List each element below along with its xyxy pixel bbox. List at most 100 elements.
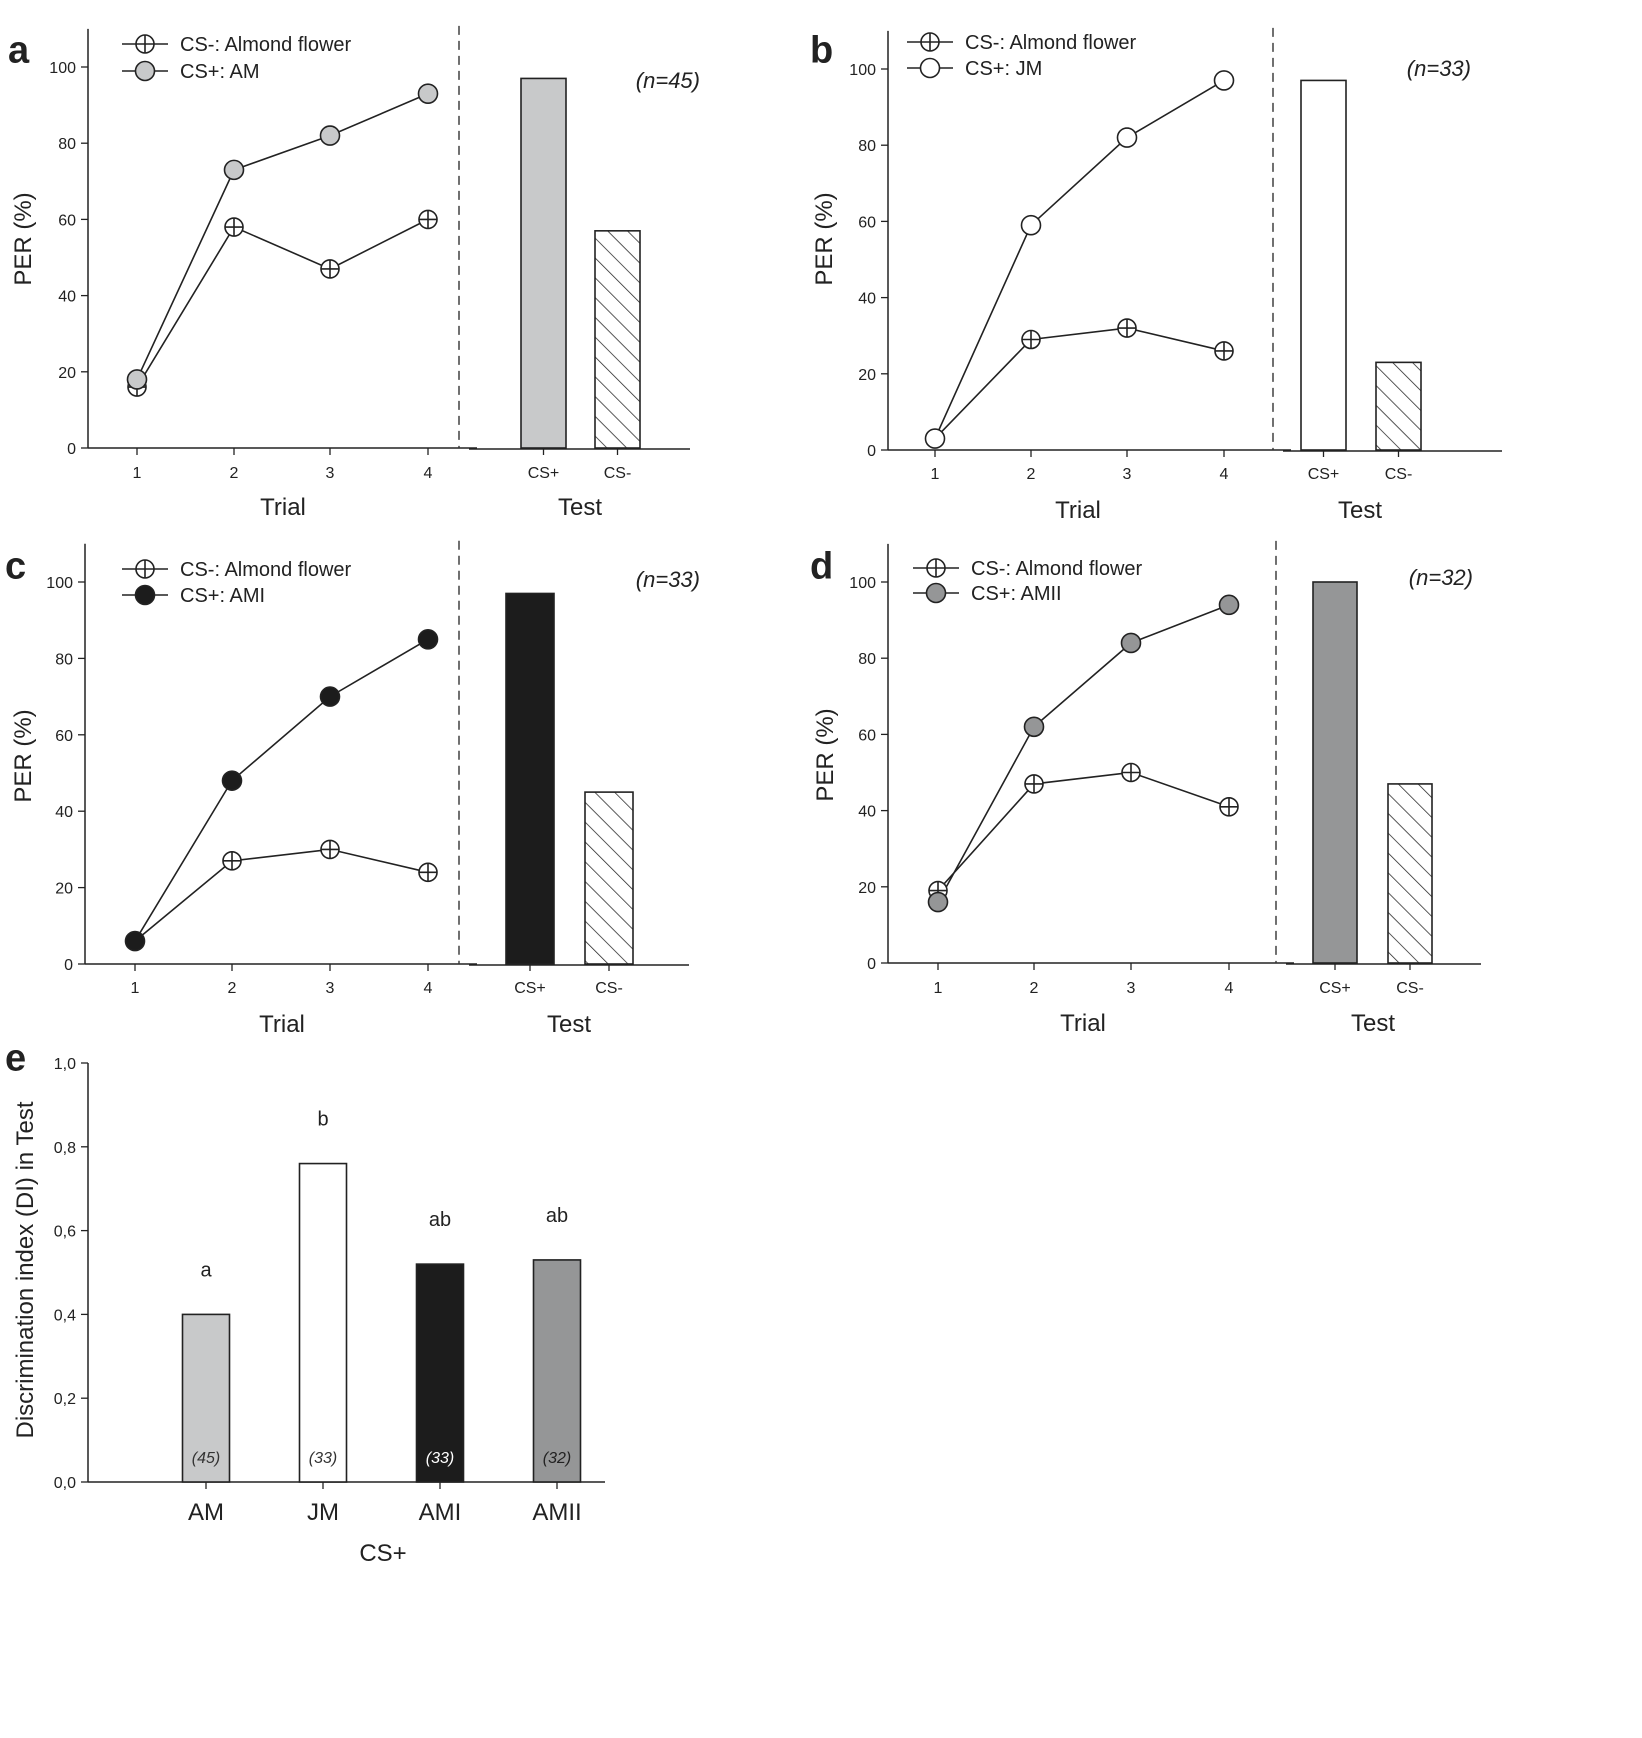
x-tick-label: 4 (1220, 466, 1229, 483)
x-tick-label: 3 (326, 465, 335, 482)
y-tick-label: 40 (858, 291, 876, 308)
bar-ami (415, 1263, 465, 1483)
data-point-cs-plus (319, 686, 341, 707)
y-tick-label: 20 (55, 881, 73, 898)
data-point-cs-plus (1116, 127, 1138, 148)
x-tick-label: 3 (326, 980, 335, 997)
legend-label: CS-: Almond flower (180, 34, 352, 56)
y-tick-label: 0 (67, 441, 76, 458)
sample-size-label: (n=45) (636, 68, 700, 93)
test-tick-label: CS- (1396, 980, 1424, 997)
test-tick-label: CS- (604, 465, 632, 482)
x-tick-label: AMI (419, 1499, 462, 1526)
legend-label: CS-: Almond flower (971, 558, 1143, 580)
data-point-cs-plus (319, 125, 341, 146)
panel-letter: c (5, 545, 26, 587)
significance-label: b (317, 1109, 328, 1131)
y-axis-title: Discrimination index (DI) in Test (12, 1101, 39, 1438)
data-point-cs-plus (221, 770, 243, 791)
significance-label: ab (429, 1209, 451, 1231)
y-tick-label: 80 (858, 138, 876, 155)
panel-b: b 0 20 40 60 80 100 1 2 3 4 CS+ CS- CS-: Almond flowe… (810, 27, 1502, 524)
series-line-cs-plus (134, 638, 429, 942)
x-axis-title-trial: Trial (1060, 1010, 1106, 1037)
panel-e: e 0,0 0,2 0,4 0,6 0,8 1,0 AM a (45) JM b (33) AMI ab (3… (5, 1037, 605, 1567)
bar-amii (532, 1259, 582, 1483)
series-line-cs-plus (934, 79, 1225, 439)
sample-size-label: (n=33) (1407, 56, 1471, 81)
y-tick-label: 20 (58, 365, 76, 382)
test-bar-cs-plus (1312, 581, 1358, 964)
y-tick-label: 40 (55, 804, 73, 821)
series-line-cs-plus (937, 604, 1230, 903)
legend-label: CS+: JM (965, 58, 1042, 80)
y-tick-label: 40 (58, 289, 76, 306)
legend-label: CS-: Almond flower (965, 32, 1137, 54)
y-tick-label: 0 (867, 956, 876, 973)
significance-label: ab (546, 1205, 568, 1227)
test-bar-cs-minus (584, 791, 634, 965)
y-axis-title: PER (%) (10, 192, 37, 285)
data-point-cs-plus (417, 628, 439, 650)
panel-letter: d (810, 545, 833, 587)
x-tick-label: 4 (424, 980, 433, 997)
y-axis-title: PER (%) (811, 192, 838, 285)
data-point-cs-plus (1120, 632, 1142, 654)
bar-sample-size: (32) (543, 1450, 571, 1467)
data-point-cs-plus (417, 83, 439, 104)
test-bar-cs-plus (1300, 79, 1347, 451)
x-tick-label: AMII (532, 1499, 581, 1526)
legend-marker (919, 57, 941, 79)
legend-marker (925, 582, 947, 604)
series-line-cs-minus (937, 771, 1230, 892)
legend-marker (134, 60, 156, 82)
x-tick-label: 3 (1123, 466, 1132, 483)
data-point-cs-plus (126, 369, 148, 390)
y-tick-label: 60 (858, 214, 876, 231)
legend-label: CS+: AMII (971, 583, 1062, 605)
y-tick-label: 100 (849, 62, 876, 79)
panel-letter: a (8, 29, 30, 71)
x-tick-label: 3 (1127, 980, 1136, 997)
y-tick-label: 0,6 (54, 1224, 76, 1241)
y-tick-label: 0,8 (54, 1140, 76, 1157)
y-tick-label: 100 (46, 575, 73, 592)
x-axis-title-trial: Trial (1055, 497, 1101, 524)
bar-sample-size: (45) (192, 1450, 220, 1467)
x-tick-label: 4 (424, 465, 433, 482)
series-line-cs-minus (136, 218, 429, 388)
y-tick-label: 60 (55, 728, 73, 745)
x-tick-label: 1 (934, 980, 943, 997)
series-line-cs-plus (136, 92, 429, 380)
x-axis-title: CS+ (359, 1540, 406, 1567)
y-tick-label: 20 (858, 880, 876, 897)
panel-letter: b (810, 29, 833, 71)
test-bar-cs-plus (505, 592, 555, 965)
series-line-cs-minus (134, 848, 429, 942)
sample-size-label: (n=32) (1409, 565, 1473, 590)
x-axis-title-test: Test (1351, 1010, 1395, 1037)
bar-am (181, 1313, 231, 1483)
test-tick-label: CS- (595, 980, 623, 997)
y-tick-label: 0 (867, 443, 876, 460)
panel-d: d 0 20 40 60 80 100 1 2 3 4 CS+ CS- CS-: Almond flowe… (810, 540, 1481, 1037)
data-point-cs-plus (1218, 594, 1240, 616)
x-axis-title-trial: Trial (259, 1011, 305, 1038)
panel-letter: e (5, 1037, 26, 1079)
data-point-cs-plus (1020, 214, 1042, 236)
y-axis-title: PER (%) (812, 708, 839, 801)
bar-sample-size: (33) (426, 1450, 454, 1467)
y-tick-label: 80 (58, 136, 76, 153)
significance-label: a (200, 1259, 212, 1281)
data-point-cs-plus (927, 891, 949, 913)
y-tick-label: 100 (849, 575, 876, 592)
legend-label: CS+: AM (180, 61, 259, 83)
y-tick-label: 80 (858, 651, 876, 668)
y-tick-label: 0,2 (54, 1391, 76, 1408)
x-tick-label: JM (307, 1499, 339, 1526)
x-tick-label: 4 (1225, 980, 1234, 997)
test-tick-label: CS+ (1308, 466, 1340, 483)
y-axis-title: PER (%) (10, 709, 37, 802)
y-tick-label: 20 (858, 367, 876, 384)
